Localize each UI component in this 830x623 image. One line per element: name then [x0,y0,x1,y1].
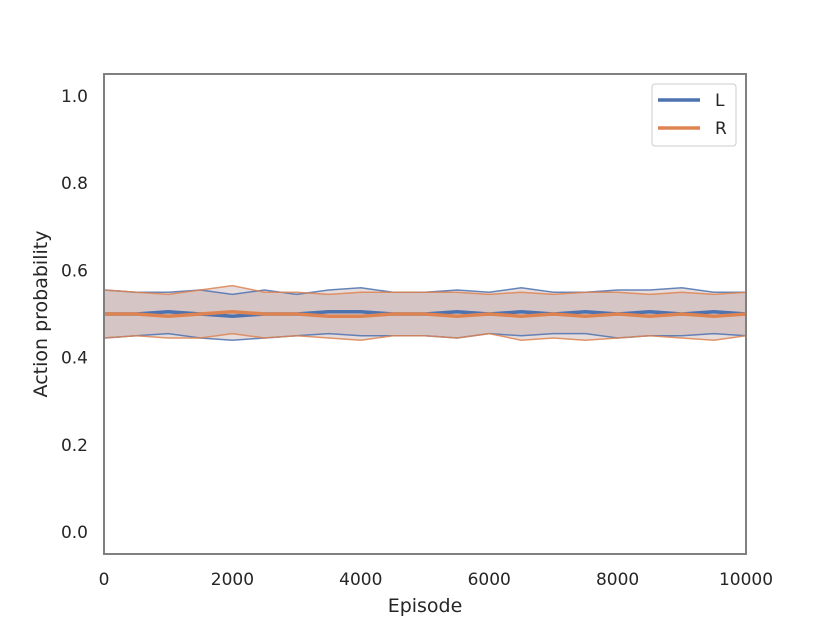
y-tick-label: 1.0 [61,87,88,107]
legend-label-R: R [715,119,727,139]
x-tick-label: 10000 [719,570,773,590]
x-tick-label: 8000 [596,570,639,590]
series-R-upper [103,284,747,296]
x-axis-label: Episode [388,595,463,617]
series-R-mean [104,310,747,318]
legend-label-L: L [715,91,725,111]
x-tick-label: 4000 [339,570,382,590]
x-tick-label: 6000 [468,570,511,590]
y-tick-label: 0.4 [61,349,88,369]
y-axis-label: Action probability [30,231,52,398]
x-tick-label: 2000 [211,570,254,590]
series-R-lower [103,332,747,341]
y-tick-label: 0.6 [61,261,88,281]
plot-frame [103,73,747,555]
y-tick-label: 0.8 [61,174,88,194]
legend: LR [651,83,737,147]
series-lines [103,284,747,341]
y-tick-label: 0.2 [61,436,88,456]
y-tick-label: 0.0 [61,523,88,543]
y-tick-labels: 0.0 0.2 0.4 0.6 0.8 1.0 [61,87,88,543]
x-tick-labels: 0 2000 4000 6000 8000 10000 [99,570,773,590]
x-tick-label: 0 [99,570,110,590]
